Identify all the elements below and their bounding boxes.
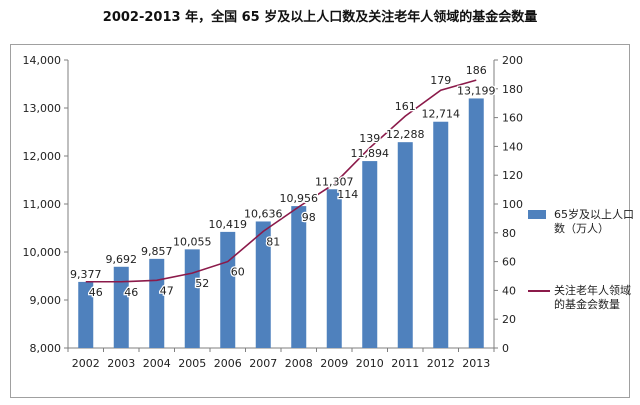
bar [362, 161, 378, 348]
bar-data-label: 10,636 [244, 207, 283, 220]
bar-data-label: 11,894 [351, 147, 390, 160]
bar [433, 121, 449, 348]
left-tick-label: 10,000 [23, 246, 62, 259]
bar [468, 98, 484, 348]
line-data-label: 60 [231, 266, 245, 279]
bar-data-label: 10,419 [209, 218, 248, 231]
bar [326, 189, 342, 348]
x-tick-label: 2009 [320, 357, 348, 370]
bar-data-label: 10,055 [173, 235, 212, 248]
left-tick-label: 9,000 [30, 294, 62, 307]
bar-data-label: 9,377 [70, 268, 102, 281]
left-tick-label: 11,000 [23, 198, 62, 211]
x-tick-label: 2005 [178, 357, 206, 370]
left-tick-label: 13,000 [23, 102, 62, 115]
x-tick-label: 2002 [72, 357, 100, 370]
line-data-label: 114 [337, 188, 358, 201]
right-tick-label: 20 [502, 313, 516, 326]
right-tick-label: 200 [502, 54, 523, 67]
bar-data-label: 10,956 [280, 192, 319, 205]
left-tick-label: 12,000 [23, 150, 62, 163]
legend-line-swatch [528, 290, 550, 292]
x-tick-label: 2007 [249, 357, 277, 370]
line-data-label: 46 [89, 286, 103, 299]
legend-population-label: 65岁及以上人口数（万人） [554, 208, 634, 235]
bar [220, 231, 236, 348]
line-data-label: 179 [430, 74, 451, 87]
x-tick-label: 2011 [391, 357, 419, 370]
foundation-line [85, 79, 477, 283]
line-data-label: 161 [395, 100, 416, 113]
bar [397, 142, 413, 348]
legend-foundations-label: 关注老年人领域的基金会数量 [554, 284, 631, 311]
x-tick-label: 2013 [462, 357, 490, 370]
bar [78, 281, 94, 348]
bar [255, 221, 271, 348]
right-tick-label: 80 [502, 227, 516, 240]
right-tick-label: 160 [502, 112, 523, 125]
line-data-label: 46 [124, 286, 138, 299]
bar [113, 266, 129, 348]
bar-data-label: 12,714 [422, 108, 461, 121]
x-tick-label: 2010 [356, 357, 384, 370]
right-tick-label: 180 [502, 83, 523, 96]
bar [149, 258, 165, 348]
bar-data-label: 13,199 [457, 84, 496, 97]
right-tick-label: 40 [502, 284, 516, 297]
line-data-label: 47 [160, 284, 174, 297]
right-tick-label: 140 [502, 140, 523, 153]
chart-frame [10, 44, 630, 398]
right-tick-label: 0 [502, 342, 509, 355]
line-data-label: 186 [466, 64, 487, 77]
x-tick-label: 2012 [427, 357, 455, 370]
x-tick-label: 2006 [214, 357, 242, 370]
right-tick-label: 100 [502, 198, 523, 211]
x-tick-label: 2004 [143, 357, 171, 370]
left-tick-label: 14,000 [23, 54, 62, 67]
bar-data-label: 9,857 [141, 245, 173, 258]
line-data-label: 52 [195, 277, 209, 290]
x-tick-label: 2003 [107, 357, 135, 370]
left-tick-label: 8,000 [30, 342, 62, 355]
line-data-label: 139 [359, 132, 380, 145]
line-data-label: 81 [266, 235, 280, 248]
bar-data-label: 11,307 [315, 175, 354, 188]
bar-data-label: 12,288 [386, 128, 425, 141]
right-tick-label: 60 [502, 256, 516, 269]
x-tick-label: 2008 [285, 357, 313, 370]
right-tick-label: 120 [502, 169, 523, 182]
line-data-label: 98 [302, 211, 316, 224]
bar [184, 249, 200, 348]
bar [291, 206, 307, 348]
chart-title: 2002-2013 年，全国 65 岁及以上人口数及关注老年人领域的基金会数量 [102, 10, 538, 25]
legend-bar-swatch [528, 210, 546, 219]
bar-data-label: 9,692 [106, 253, 138, 266]
